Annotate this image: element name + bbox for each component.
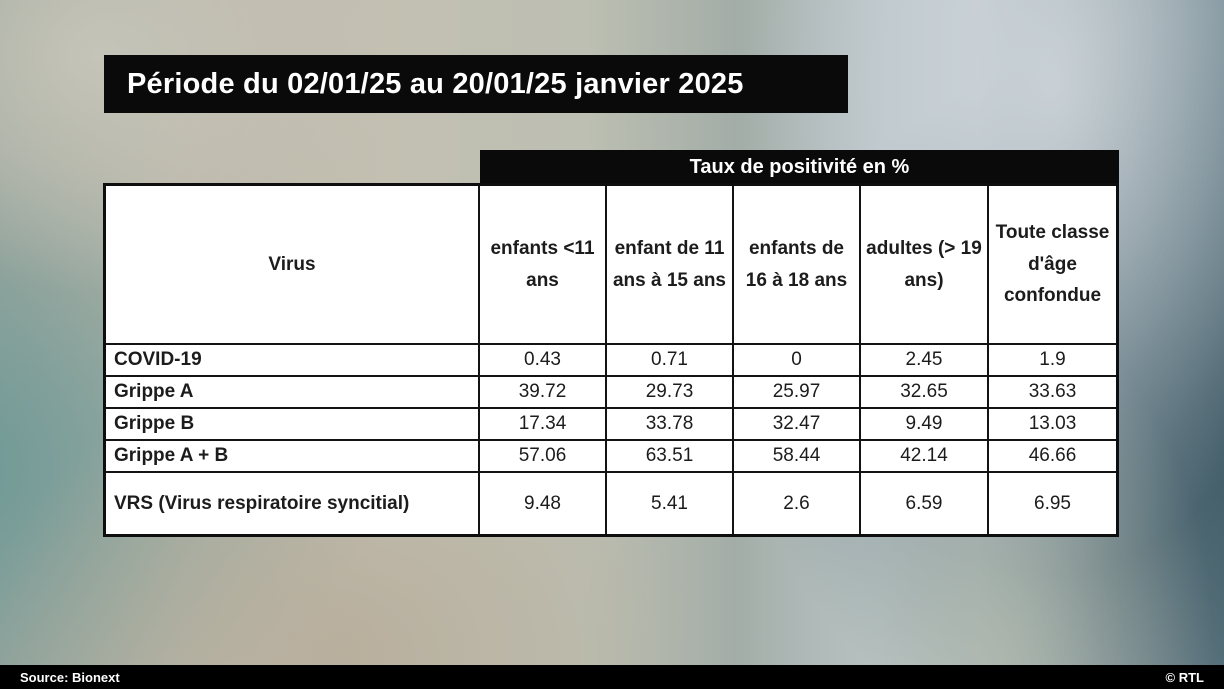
source-credit: Source: Bionext (20, 669, 120, 685)
row-label-covid19: COVID-19 (106, 345, 480, 377)
table-cell: 33.78 (607, 409, 734, 441)
table-cell: 29.73 (607, 377, 734, 409)
row-label-grippe-b: Grippe B (106, 409, 480, 441)
table-cell: 32.65 (861, 377, 989, 409)
table-cell: 5.41 (607, 473, 734, 534)
table-cell: 33.63 (989, 377, 1116, 409)
footer-bar: Source: Bionext © RTL (0, 665, 1224, 689)
table-cell: 32.47 (734, 409, 861, 441)
row-label-vrs: VRS (Virus respiratoire syncitial) (106, 473, 480, 534)
table-cell: 0.71 (607, 345, 734, 377)
table-cell: 9.48 (480, 473, 607, 534)
table-cell: 42.14 (861, 441, 989, 473)
table-cell: 46.66 (989, 441, 1116, 473)
table-cell: 63.51 (607, 441, 734, 473)
channel-credit: © RTL (1165, 669, 1204, 685)
table-cell: 1.9 (989, 345, 1116, 377)
column-header-adults: adultes (> 19 ans) (861, 186, 989, 345)
row-label-grippe-a-b: Grippe A + B (106, 441, 480, 473)
table-cell: 13.03 (989, 409, 1116, 441)
table-cell: 0.43 (480, 345, 607, 377)
table-cell: 17.34 (480, 409, 607, 441)
table-cell: 6.59 (861, 473, 989, 534)
virus-positivity-table: Virus enfants <11 ans enfant de 11 ans à… (103, 183, 1119, 537)
table-cell: 57.06 (480, 441, 607, 473)
table-cell: 0 (734, 345, 861, 377)
table-cell: 39.72 (480, 377, 607, 409)
table-cell: 58.44 (734, 441, 861, 473)
column-header-virus: Virus (106, 186, 480, 345)
column-header-16-18: enfants de 16 à 18 ans (734, 186, 861, 345)
column-header-under-11: enfants <11 ans (480, 186, 607, 345)
positivity-rate-header: Taux de positivité en % (480, 150, 1119, 184)
table-cell: 6.95 (989, 473, 1116, 534)
table-cell: 25.97 (734, 377, 861, 409)
table-cell: 9.49 (861, 409, 989, 441)
column-header-all-ages: Toute classe d'âge confondue (989, 186, 1116, 345)
row-label-grippe-a: Grippe A (106, 377, 480, 409)
period-title-banner: Période du 02/01/25 au 20/01/25 janvier … (104, 55, 848, 113)
table-cell: 2.45 (861, 345, 989, 377)
column-header-11-15: enfant de 11 ans à 15 ans (607, 186, 734, 345)
table-cell: 2.6 (734, 473, 861, 534)
